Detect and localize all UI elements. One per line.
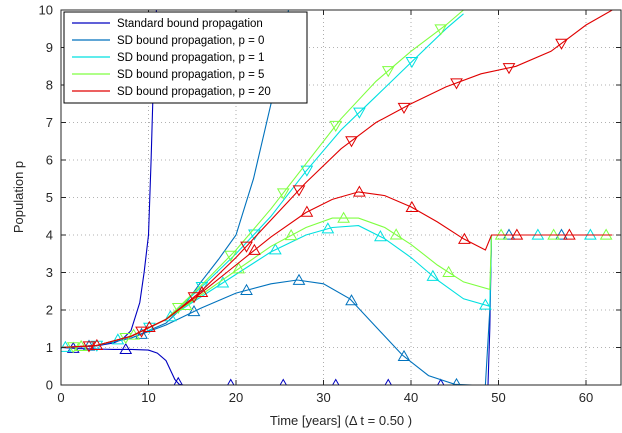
series-marker-3: [502, 228, 516, 240]
series-marker-1: [279, 378, 287, 385]
legend-entry: Standard bound propagation: [117, 18, 263, 30]
series-marker-3: [135, 327, 148, 339]
series-marker-7: [232, 262, 245, 274]
series-marker-7: [494, 228, 508, 240]
x-tick-label: 30: [316, 390, 330, 405]
series-marker-7: [179, 298, 193, 310]
series-9: [61, 185, 613, 351]
y-tick-label: 9: [46, 40, 53, 55]
tick-marks: [60, 9, 621, 386]
y-axis-label: Population p: [11, 161, 26, 233]
series-marker-5: [584, 228, 597, 240]
series-marker-5: [374, 230, 387, 242]
series-marker-4: [353, 107, 366, 119]
legend-entry: SD bound propagation, p = 0: [117, 35, 264, 47]
series-marker-3: [292, 273, 306, 285]
series-marker-1: [119, 342, 133, 354]
x-tick-label: 60: [579, 390, 593, 405]
series-marker-3: [397, 349, 411, 361]
x-axis-label: Time [years] (Δ t = 0.50 ): [270, 413, 412, 428]
legend-entry: SD bound propagation, p = 5: [117, 69, 264, 81]
series-marker-6: [434, 24, 448, 36]
series-marker-1: [227, 378, 235, 385]
series-marker-7: [547, 228, 560, 240]
series-line-1: [61, 234, 493, 385]
series-marker-9: [195, 285, 209, 298]
series-marker-3: [187, 304, 201, 317]
series-marker-6: [381, 66, 395, 78]
series-marker-8: [450, 78, 463, 90]
series-marker-5: [164, 310, 177, 322]
series-marker-9: [510, 228, 524, 240]
series-marker-9: [353, 185, 366, 197]
series-marker-3: [345, 294, 358, 306]
series-marker-9: [248, 243, 261, 255]
series-marker-5: [479, 298, 492, 310]
y-tick-label: 8: [46, 78, 53, 93]
series-marker-6: [224, 250, 238, 262]
series-marker-3: [240, 283, 253, 295]
series-marker-8: [345, 136, 358, 148]
series-marker-7: [284, 228, 298, 241]
series-marker-4: [405, 57, 419, 69]
y-tick-label: 4: [46, 228, 53, 243]
x-tick-label: 40: [404, 390, 418, 405]
series-marker-3: [555, 228, 568, 240]
x-tick-label: 20: [229, 390, 243, 405]
series-marker-7: [442, 265, 455, 277]
series-marker-6: [276, 188, 290, 200]
series-layer: [61, 10, 613, 385]
legend: Standard bound propagation SD bound propa…: [63, 11, 308, 104]
series-marker-9: [405, 200, 419, 212]
series-marker-1: [384, 378, 392, 385]
series-marker-6: [329, 120, 343, 133]
series-marker-3: [452, 377, 461, 385]
series-marker-9: [90, 338, 104, 351]
series-marker-9: [563, 228, 576, 240]
series-marker-1: [332, 378, 340, 385]
series-marker-5: [426, 269, 440, 281]
series-marker-9: [458, 232, 471, 244]
y-tick-labels: 0 1 2 3 4 5 6 7 8 9 10: [39, 3, 53, 393]
series-marker-9: [300, 205, 314, 217]
y-tick-label: 10: [39, 3, 53, 18]
series-marker-7: [337, 211, 350, 223]
x-tick-label: 10: [141, 390, 155, 405]
series-marker-8: [187, 292, 201, 304]
series-marker-8: [555, 38, 568, 50]
series-marker-7: [599, 228, 613, 240]
series-marker-8: [502, 63, 516, 75]
legend-entry: SD bound propagation, p = 1: [117, 52, 264, 64]
x-tick-label: 0: [57, 390, 64, 405]
series-marker-5: [321, 222, 335, 234]
series-line-9: [61, 191, 613, 349]
series-marker-8: [292, 185, 306, 197]
y-tick-label: 5: [46, 190, 53, 205]
y-tick-label: 6: [46, 153, 53, 168]
series-marker-4: [300, 165, 314, 177]
x-tick-labels: 0 10 20 30 40 50 60: [57, 390, 593, 405]
series-marker-5: [269, 243, 282, 255]
y-tick-label: 7: [46, 115, 53, 130]
y-tick-label: 3: [46, 265, 53, 280]
series-marker-7: [389, 228, 403, 240]
legend-entry: SD bound propagation, p = 20: [117, 86, 271, 98]
series-marker-1: [173, 376, 183, 385]
series-marker-9: [143, 320, 156, 333]
series-marker-8: [240, 241, 253, 253]
y-tick-label: 1: [46, 340, 53, 355]
y-tick-label: 0: [46, 378, 53, 393]
series-marker-8: [82, 341, 96, 353]
y-tick-label: 2: [46, 303, 53, 318]
series-marker-8: [397, 102, 411, 115]
series-marker-5: [531, 228, 545, 240]
series-marker-1: [437, 378, 445, 385]
x-tick-label: 50: [491, 390, 505, 405]
